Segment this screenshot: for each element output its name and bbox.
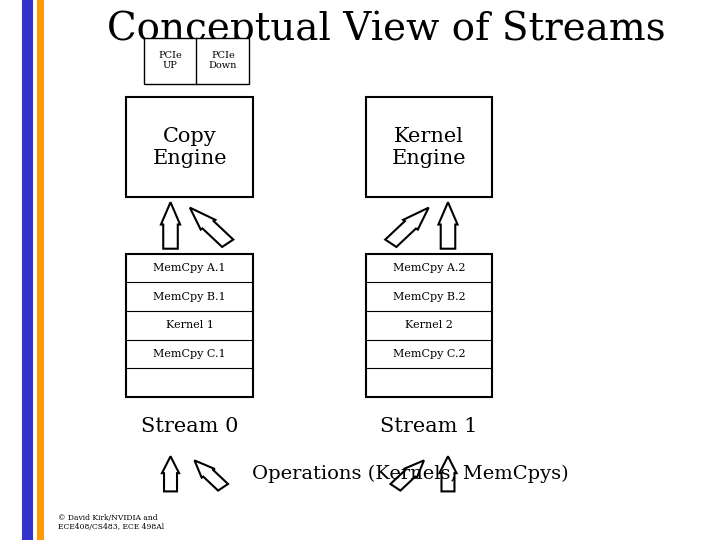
Text: MemCpy A.2: MemCpy A.2 — [392, 263, 465, 273]
Text: PCIe
Down: PCIe Down — [209, 51, 237, 70]
Text: Kernel
Engine: Kernel Engine — [392, 127, 466, 167]
Text: © David Kirk/NVIDIA and
ECE408/CS483, ECE 498Al: © David Kirk/NVIDIA and ECE408/CS483, EC… — [58, 514, 164, 531]
Polygon shape — [161, 202, 180, 249]
Polygon shape — [439, 456, 456, 491]
Bar — [143, 38, 249, 84]
Text: Copy
Engine: Copy Engine — [153, 127, 227, 167]
Text: Conceptual View of Streams: Conceptual View of Streams — [107, 11, 665, 49]
Text: Kernel 2: Kernel 2 — [405, 320, 453, 330]
Text: MemCpy C.1: MemCpy C.1 — [153, 349, 226, 359]
Polygon shape — [194, 461, 228, 491]
Polygon shape — [162, 456, 179, 491]
Bar — [366, 97, 492, 197]
Text: MemCpy A.1: MemCpy A.1 — [153, 263, 226, 273]
Text: PCIe
UP: PCIe UP — [158, 51, 182, 70]
Text: Kernel 1: Kernel 1 — [166, 320, 214, 330]
Text: MemCpy C.2: MemCpy C.2 — [392, 349, 465, 359]
Text: Operations (Kernels, MemCpys): Operations (Kernels, MemCpys) — [252, 465, 568, 483]
Bar — [366, 254, 492, 397]
Polygon shape — [190, 208, 233, 247]
Polygon shape — [438, 202, 457, 249]
Polygon shape — [385, 208, 428, 247]
Polygon shape — [390, 461, 424, 491]
Bar — [127, 254, 253, 397]
Text: MemCpy B.1: MemCpy B.1 — [153, 292, 226, 302]
Bar — [127, 97, 253, 197]
Text: MemCpy B.2: MemCpy B.2 — [392, 292, 465, 302]
Text: Stream 0: Stream 0 — [141, 417, 238, 436]
Text: Stream 1: Stream 1 — [380, 417, 477, 436]
